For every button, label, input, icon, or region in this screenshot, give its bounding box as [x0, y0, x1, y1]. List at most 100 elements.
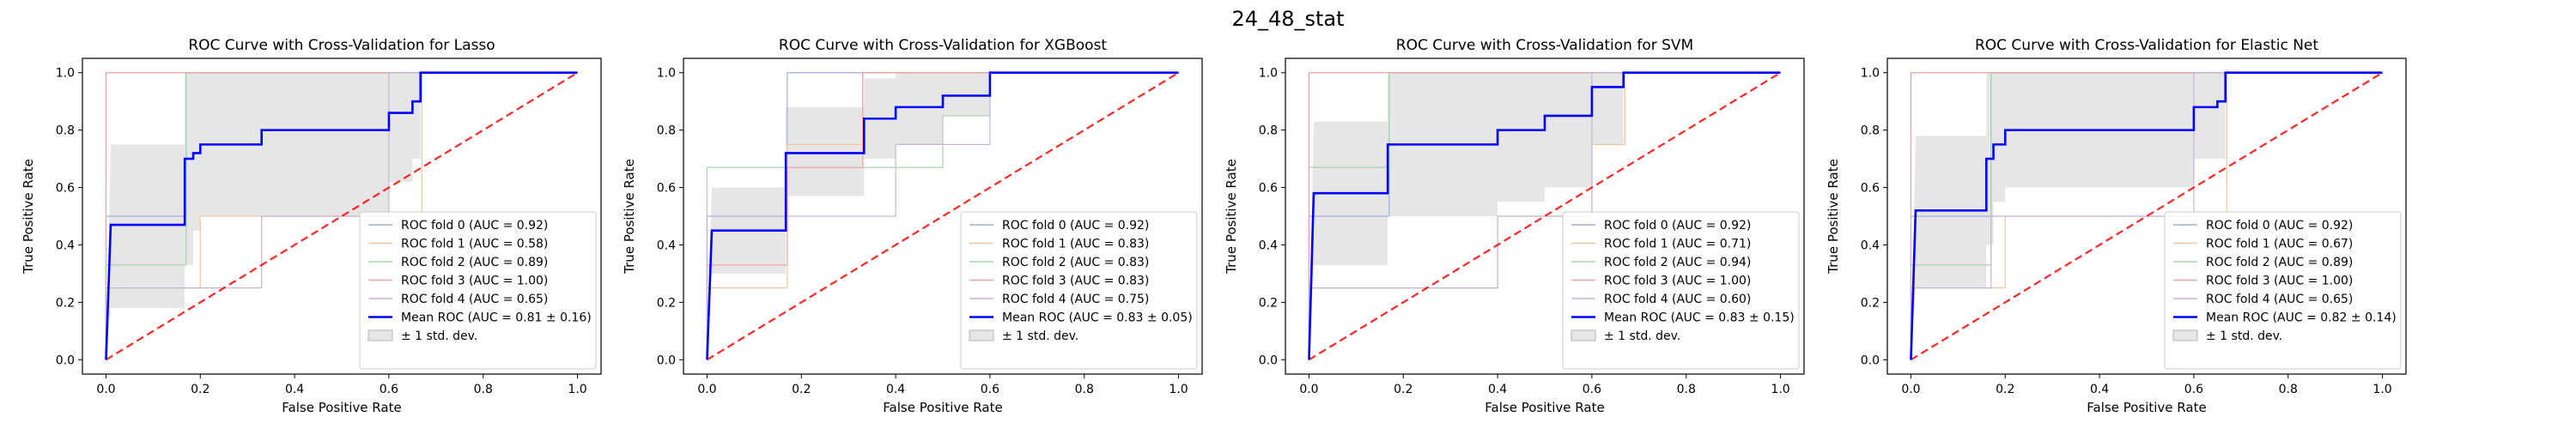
legend-label-fold-2: ROC fold 2 (AUC = 0.89) — [401, 256, 548, 269]
legend-label-mean: Mean ROC (AUC = 0.83 ± 0.05) — [1002, 311, 1193, 325]
legend-label-fold-1: ROC fold 1 (AUC = 0.67) — [2206, 238, 2353, 251]
y-tick-label: 1.0 — [1259, 67, 1278, 81]
legend-swatch-std — [368, 329, 393, 341]
legend-label-fold-1: ROC fold 1 (AUC = 0.58) — [401, 238, 548, 251]
x-tick-label: 0.8 — [2279, 383, 2298, 396]
legend-label-fold-0: ROC fold 0 (AUC = 0.92) — [1002, 219, 1149, 233]
std-band — [1911, 72, 2383, 360]
roc-fold-4-line — [1308, 72, 1781, 360]
y-axis-label: True Positive Rate — [1826, 159, 1841, 275]
y-tick-label: 0.0 — [657, 353, 676, 367]
y-tick-label: 1.0 — [56, 67, 75, 81]
x-tick-label: 0.4 — [886, 383, 905, 396]
x-tick-label: 1.0 — [2372, 383, 2391, 396]
y-tick-label: 1.0 — [1861, 67, 1880, 81]
y-tick-label: 0.0 — [1259, 353, 1278, 367]
x-tick-label: 0.2 — [191, 383, 210, 396]
legend-label-fold-3: ROC fold 3 (AUC = 1.00) — [2206, 275, 2353, 288]
legend-box — [2164, 211, 2402, 370]
legend-label-fold-0: ROC fold 0 (AUC = 0.92) — [1604, 219, 1751, 233]
legend-box — [359, 211, 597, 370]
y-axis-label: True Positive Rate — [1224, 159, 1239, 275]
y-tick-label: 0.8 — [657, 124, 676, 138]
x-tick-label: 0.8 — [1075, 383, 1094, 396]
y-tick-label: 0.6 — [1259, 182, 1278, 196]
legend-label-fold-0: ROC fold 0 (AUC = 0.92) — [2206, 219, 2353, 233]
mean-roc-line — [1910, 71, 2383, 360]
x-axis-label: False Positive Rate — [2087, 400, 2206, 415]
panel-title: ROC Curve with Cross-Validation for Elas… — [1975, 37, 2318, 54]
x-axis-label: False Positive Rate — [282, 400, 401, 415]
x-tick-label: 0.4 — [2090, 383, 2109, 396]
mean-roc-line — [105, 71, 578, 360]
x-tick-label: 0.8 — [1677, 383, 1696, 396]
legend-swatch-std — [1571, 329, 1596, 341]
y-tick-label: 0.6 — [657, 182, 676, 196]
legend-label-fold-2: ROC fold 2 (AUC = 0.89) — [2206, 256, 2353, 269]
legend-label-fold-4: ROC fold 4 (AUC = 0.65) — [2206, 293, 2353, 306]
y-tick-label: 0.4 — [56, 239, 75, 252]
legend-label-fold-1: ROC fold 1 (AUC = 0.83) — [1002, 238, 1149, 251]
y-tick-label: 0.4 — [1861, 239, 1880, 252]
mean-roc-line — [1308, 71, 1781, 360]
legend-label-std: ± 1 std. dev. — [2206, 329, 2282, 343]
legend-swatch-std — [969, 329, 994, 341]
y-tick-label: 0.8 — [56, 124, 75, 138]
axes-frame — [1285, 57, 1805, 375]
axes-frame — [683, 57, 1203, 375]
legend-label-fold-2: ROC fold 2 (AUC = 0.83) — [1002, 256, 1149, 269]
x-tick-label: 0.4 — [285, 383, 304, 396]
panels: 0.0 0.0 0.2 0.2 0.4 0.4 0.6 0.6 0.8 0.8 1.0 1.0 ROC … — [21, 37, 2407, 415]
x-tick-label: 0.6 — [2184, 383, 2203, 396]
axes-frame — [82, 57, 602, 375]
x-tick-label: 0.6 — [981, 383, 999, 396]
roc-panel-2: 0.0 0.0 0.2 0.2 0.4 0.4 0.6 0.6 0.8 0.8 1.0 1.0 ROC … — [1224, 37, 1805, 415]
legend-label-fold-3: ROC fold 3 (AUC = 1.00) — [401, 275, 548, 288]
y-tick-label: 1.0 — [657, 67, 676, 81]
legend-label-mean: Mean ROC (AUC = 0.81 ± 0.16) — [401, 311, 592, 325]
axes-frame — [1886, 57, 2407, 375]
legend-label-std: ± 1 std. dev. — [1002, 329, 1078, 343]
mean-roc-line — [706, 71, 1179, 360]
y-tick-label: 0.4 — [657, 239, 676, 252]
legend-label-fold-4: ROC fold 4 (AUC = 0.75) — [1002, 293, 1149, 306]
roc-fold-4-line — [105, 72, 578, 360]
x-tick-label: 0.8 — [474, 383, 493, 396]
x-tick-label: 0.0 — [1901, 383, 1920, 396]
x-axis-label: False Positive Rate — [1485, 400, 1604, 415]
legend: ROC fold 0 (AUC = 0.92) ROC fold 1 (AUC =… — [2164, 211, 2402, 370]
x-tick-label: 1.0 — [1169, 383, 1188, 396]
plot-area — [105, 71, 579, 361]
roc-panel-3: 0.0 0.0 0.2 0.2 0.4 0.4 0.6 0.6 0.8 0.8 1.0 1.0 ROC … — [1826, 37, 2407, 415]
plot-area — [1910, 71, 2384, 361]
x-tick-label: 0.4 — [1488, 383, 1507, 396]
x-tick-label: 0.2 — [792, 383, 811, 396]
y-axis-label: True Positive Rate — [622, 159, 637, 275]
legend-label-std: ± 1 std. dev. — [1604, 329, 1680, 343]
x-tick-label: 0.0 — [96, 383, 115, 396]
x-tick-label: 0.6 — [380, 383, 398, 396]
chance-line — [1308, 71, 1782, 361]
x-tick-label: 0.6 — [1583, 383, 1601, 396]
chance-line — [1910, 71, 2384, 361]
roc-panel-0: 0.0 0.0 0.2 0.2 0.4 0.4 0.6 0.6 0.8 0.8 1.0 1.0 ROC … — [21, 37, 602, 415]
plot-area — [706, 71, 1180, 361]
x-tick-label: 1.0 — [568, 383, 586, 396]
roc-fold-4-line — [1910, 72, 2383, 360]
legend-label-fold-4: ROC fold 4 (AUC = 0.60) — [1604, 293, 1751, 306]
legend: ROC fold 0 (AUC = 0.92) ROC fold 1 (AUC =… — [359, 211, 597, 370]
legend-label-fold-3: ROC fold 3 (AUC = 1.00) — [1604, 275, 1751, 288]
legend-label-fold-3: ROC fold 3 (AUC = 0.83) — [1002, 275, 1149, 288]
legend-label-fold-4: ROC fold 4 (AUC = 0.65) — [401, 293, 548, 306]
x-tick-label: 0.0 — [1299, 383, 1318, 396]
x-tick-label: 0.2 — [1394, 383, 1413, 396]
y-tick-label: 0.6 — [56, 182, 75, 196]
legend-box — [1562, 211, 1800, 370]
y-tick-label: 0.2 — [56, 296, 75, 310]
panel-title: ROC Curve with Cross-Validation for XGBo… — [779, 37, 1108, 54]
x-tick-label: 0.0 — [697, 383, 716, 396]
y-tick-label: 0.2 — [1259, 296, 1278, 310]
legend-label-mean: Mean ROC (AUC = 0.82 ± 0.14) — [2206, 311, 2397, 325]
y-tick-label: 0.0 — [1861, 353, 1880, 367]
panel-title: ROC Curve with Cross-Validation for Lass… — [188, 37, 495, 54]
